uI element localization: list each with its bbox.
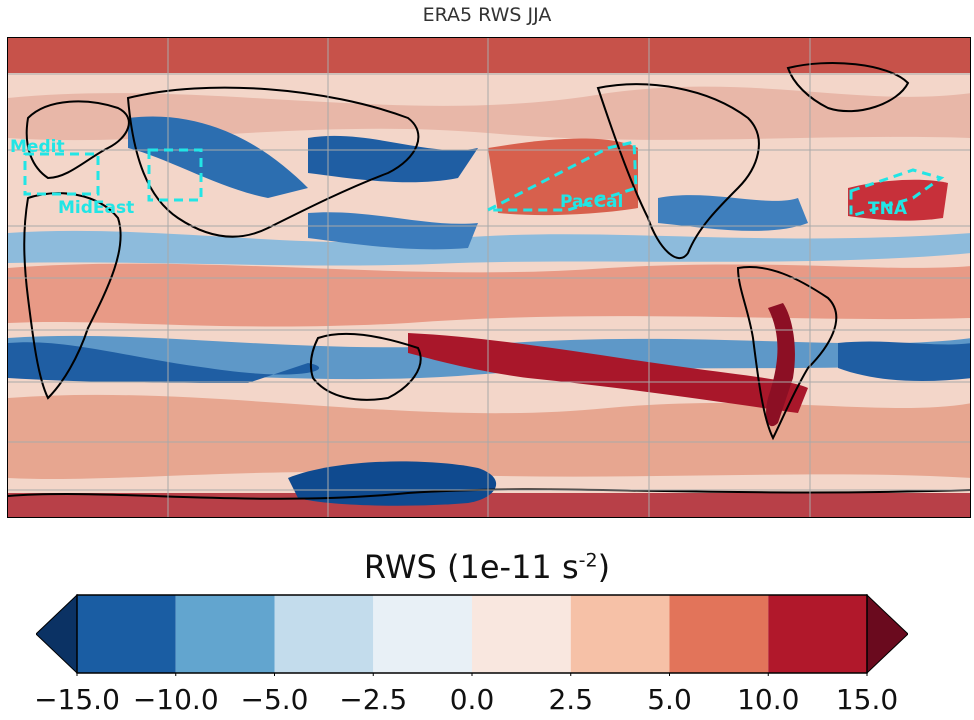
s-atlantic-blue xyxy=(838,341,970,381)
band-tropics-red xyxy=(8,263,970,327)
s-pacific-red-band xyxy=(408,333,808,413)
region-label-medit: Medit xyxy=(10,137,65,157)
colorbar-tick-label: 2.5 xyxy=(548,683,594,716)
africa-coast xyxy=(23,192,122,400)
gridlines xyxy=(8,38,970,517)
region-label-mideast: MidEast xyxy=(58,198,134,218)
map-canvas: Medit MidEast PacCal TNA xyxy=(8,38,970,517)
n-pacific-blue-w xyxy=(308,135,478,183)
band-n-midlat xyxy=(8,86,970,141)
colorbar xyxy=(36,594,908,676)
rws-map: Medit MidEast PacCal TNA xyxy=(7,37,971,518)
asia-coast xyxy=(126,86,420,238)
band-blue-1 xyxy=(8,230,970,266)
colorbar-tick-label: −5.0 xyxy=(240,683,309,716)
region-boxes xyxy=(23,140,945,218)
region-box-medit xyxy=(23,152,100,196)
colorbar-cell xyxy=(274,595,374,673)
north-polar-band xyxy=(8,38,970,73)
andes-red xyxy=(766,303,795,427)
region-box-paccal xyxy=(487,140,638,212)
south-america-coast xyxy=(736,266,838,441)
colorbar-tick-label: −2.5 xyxy=(339,683,408,716)
greenland-coast xyxy=(786,62,910,113)
colorbar-cell xyxy=(373,595,472,673)
region-label-tna: TNA xyxy=(868,199,908,219)
colorbar-under-arrow xyxy=(36,594,78,675)
n-atlantic-blue xyxy=(658,195,808,231)
colorbar-tick-label: 15.0 xyxy=(835,683,899,716)
antarctic-blue xyxy=(288,461,497,506)
region-label-paccal: PacCal xyxy=(560,192,623,212)
region-box-mideast xyxy=(147,148,203,202)
colorbar-cell xyxy=(472,595,571,673)
colorbar-tick-label: 5.0 xyxy=(647,683,692,716)
region-box-tna xyxy=(849,168,945,218)
w-pacific-blue xyxy=(308,212,478,250)
colorbar-title: RWS (1e-11 s-2) xyxy=(363,548,611,586)
europe-coast xyxy=(25,100,130,180)
colorbar-cell xyxy=(669,595,769,673)
colorbar-tick-label: 10.0 xyxy=(737,683,800,716)
colorbar-cell xyxy=(768,595,867,673)
paccal-red xyxy=(488,138,638,216)
antarctica-coast xyxy=(8,488,970,500)
map-title: ERA5 RWS JJA xyxy=(422,4,552,26)
asia-blue xyxy=(128,116,308,198)
colorbar-cell xyxy=(77,595,176,673)
colorbar-over-arrow xyxy=(866,594,908,675)
colorbar-tick-label: −15.0 xyxy=(34,683,120,716)
colorbar-cell xyxy=(175,595,275,673)
s-indian-blue xyxy=(8,342,320,383)
coastlines xyxy=(8,62,970,500)
australia-coast xyxy=(309,332,422,401)
colorbar-tick-label: −10.0 xyxy=(132,683,219,716)
north-america-coast xyxy=(596,83,760,260)
colorbar-cell xyxy=(570,595,670,673)
band-s-midlat xyxy=(8,394,970,480)
colorbar-tick-label: 0.0 xyxy=(449,683,495,716)
